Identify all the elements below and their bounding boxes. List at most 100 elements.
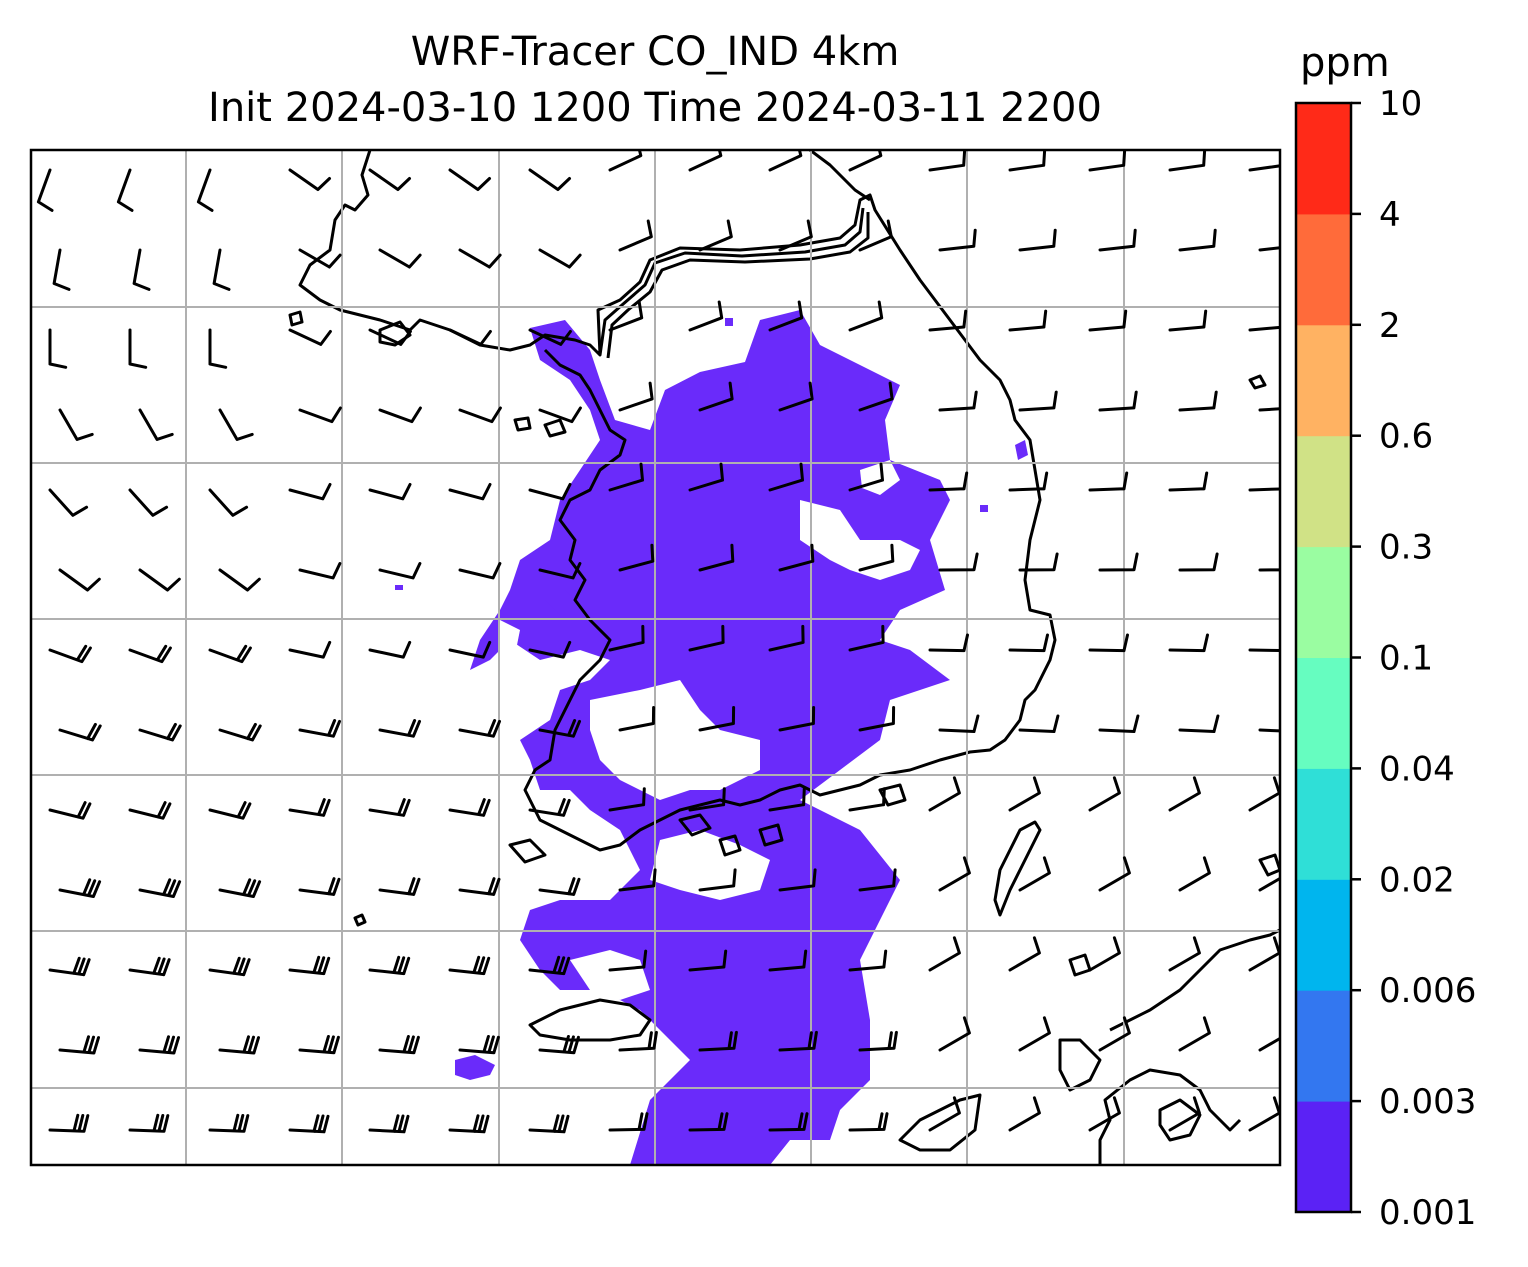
wind-barb <box>1248 776 1280 812</box>
wind-barb <box>778 1030 818 1052</box>
wind-barb <box>458 562 502 580</box>
wind-barb <box>618 868 657 892</box>
wind-barb <box>1098 390 1138 412</box>
wind-barb <box>1018 228 1057 252</box>
wind-barbs <box>36 150 1280 1134</box>
wind-barb <box>298 406 342 424</box>
wind-barb <box>1168 309 1208 332</box>
wind-barb <box>1088 1096 1121 1132</box>
wind-barb <box>608 462 644 492</box>
wind-barb <box>1258 728 1280 733</box>
wind-barb <box>128 644 172 664</box>
wind-barb <box>698 868 737 892</box>
wind-barb <box>938 552 979 572</box>
wind-barb <box>378 562 422 580</box>
wind-barb <box>848 787 886 812</box>
wind-barb <box>608 787 646 812</box>
wind-barb <box>368 955 411 976</box>
wind-barb <box>1178 552 1219 572</box>
wind-barb <box>608 150 643 172</box>
wind-barb <box>778 381 814 412</box>
wind-barb <box>928 936 961 972</box>
wind-barb <box>608 1112 649 1132</box>
wind-barb <box>938 390 978 412</box>
wind-barb <box>1018 1016 1051 1052</box>
wind-barb <box>618 543 655 572</box>
wind-barb <box>378 719 421 738</box>
wind-barb <box>528 955 571 976</box>
wind-barb <box>768 787 806 812</box>
coastlines <box>288 150 1280 1165</box>
wind-barb <box>448 640 492 659</box>
wind-barb <box>1168 936 1201 972</box>
wind-barb <box>298 1035 340 1055</box>
colorbar-unit: ppm <box>1300 40 1390 86</box>
wind-barb <box>858 381 894 412</box>
wind-barb <box>938 714 980 733</box>
wind-barb <box>928 1096 961 1132</box>
wind-barb <box>1178 714 1220 733</box>
wind-barb <box>448 328 492 346</box>
wind-barb <box>368 640 412 659</box>
wind-barb <box>688 949 728 972</box>
wind-barb <box>778 219 813 252</box>
wind-barb <box>1018 390 1058 412</box>
wind-barb <box>848 150 883 172</box>
wind-barb <box>368 1114 410 1134</box>
wind-barb <box>1018 856 1051 892</box>
wind-barb <box>858 706 896 732</box>
wind-barb <box>458 877 501 896</box>
wind-barb <box>368 483 412 501</box>
map-title: WRF-Tracer CO_IND 4km <box>410 29 900 75</box>
wind-barb <box>768 150 803 172</box>
wind-barb <box>688 150 723 172</box>
wind-barb <box>132 248 151 291</box>
wind-barb <box>1258 876 1280 892</box>
wind-barb <box>448 798 491 817</box>
wind-barb <box>928 776 961 812</box>
wind-barb <box>688 1112 729 1132</box>
wind-barb <box>528 1114 570 1134</box>
wind-barb <box>768 624 805 652</box>
wind-barb <box>458 248 502 269</box>
wind-barb <box>618 381 654 412</box>
wind-barb <box>1258 568 1280 572</box>
wind-barb <box>848 462 884 492</box>
wind-barb <box>48 488 89 517</box>
wind-barb <box>1248 325 1280 332</box>
wind-barb <box>48 801 92 820</box>
wind-barb <box>1018 552 1059 572</box>
wind-barb <box>538 562 582 580</box>
wind-barb <box>1168 471 1209 492</box>
wind-barb <box>128 801 172 820</box>
wind-barb <box>608 624 645 652</box>
wind-barb <box>1008 471 1049 492</box>
wind-barb <box>848 300 884 332</box>
wind-barb <box>1098 714 1140 733</box>
wind-barb <box>698 381 734 412</box>
wind-barb <box>128 328 148 369</box>
wind-barb <box>698 1030 738 1052</box>
wind-barb <box>528 798 571 817</box>
wind-barb <box>208 644 252 664</box>
wind-barb <box>618 1030 658 1052</box>
wind-barb <box>288 1114 330 1134</box>
wind-barb <box>768 949 808 972</box>
wind-barb <box>608 300 644 332</box>
wind-barb <box>378 877 421 896</box>
wind-barb <box>196 168 214 212</box>
wind-barb <box>378 248 422 269</box>
wind-barb <box>128 488 169 517</box>
wind-barb <box>288 640 332 659</box>
wind-barb <box>1248 487 1280 492</box>
wind-barb <box>116 168 134 212</box>
wind-barb <box>778 706 816 732</box>
wind-barb <box>1168 150 1207 172</box>
wind-barb <box>1168 633 1209 653</box>
wind-barb <box>36 168 54 212</box>
wind-barb <box>138 878 182 898</box>
wind-barb <box>538 248 582 269</box>
wind-barb <box>218 722 262 742</box>
wind-barb <box>448 1114 490 1134</box>
wind-barb <box>58 878 102 898</box>
